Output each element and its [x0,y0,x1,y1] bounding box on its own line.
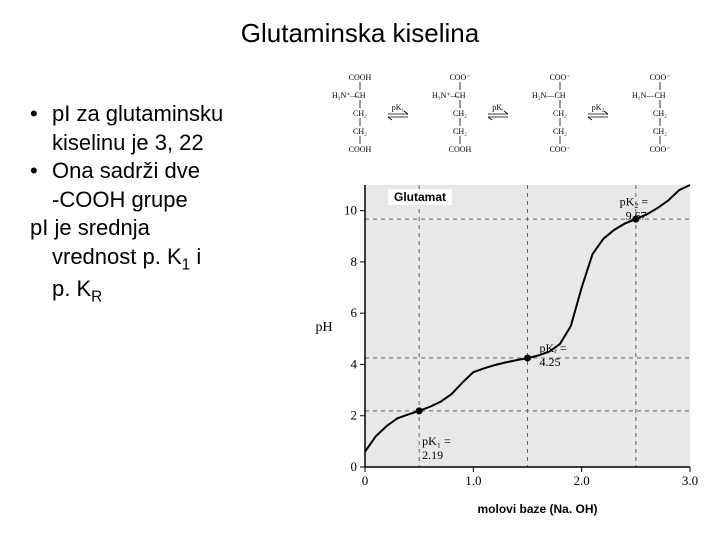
pk1-prefix: vrednost p. K [52,244,182,269]
svg-text:8: 8 [351,254,358,269]
svg-text:H₂N—: H₂N— [632,91,655,100]
svg-text:COO⁻: COO⁻ [649,145,670,154]
bullet-1: pI za glutaminsku kiselinu je 3, 22 [52,100,280,157]
svg-text:2.0: 2.0 [574,473,590,488]
chart-svg: 0 2 4 6 8 10 0 1.0 2.0 3.0 pH pK₁ =2.19 pKᵣ =4.25 pK₂… [310,175,705,495]
titration-chart: 0 2 4 6 8 10 0 1.0 2.0 3.0 pH pK₁ =2.19 pKᵣ =4.25 pK₂… [310,175,705,520]
pk1-sub: 1 [182,256,191,273]
bullet-2-line2: -COOH grupe [52,186,280,215]
svg-text:pK₁ =: pK₁ = [422,434,451,448]
svg-text:CH: CH [454,91,465,100]
svg-text:CH₂: CH₂ [553,127,567,136]
svg-text:pKᵣ =: pKᵣ = [540,341,567,355]
bullet-2: Ona sadrži dve [52,157,280,186]
bullet-spacer [30,275,52,307]
bullet-dot: • [30,157,52,186]
svg-text:10: 10 [344,203,357,218]
svg-text:CH₂: CH₂ [653,109,667,118]
chemical-structures: COOHH₃N⁺—CHCH₂CH₂COOHpK₁COO⁻H₃N⁺—CHCH₂CH… [310,70,705,170]
svg-text:0: 0 [351,459,358,474]
svg-text:pKᵣ: pKᵣ [492,103,504,112]
svg-text:CH₂: CH₂ [453,109,467,118]
svg-text:0: 0 [362,473,369,488]
svg-text:1.0: 1.0 [465,473,481,488]
svg-text:CH₂: CH₂ [353,109,367,118]
svg-text:CH₂: CH₂ [453,127,467,136]
svg-text:2: 2 [351,408,358,423]
svg-text:2.19: 2.19 [422,448,443,462]
svg-text:CH: CH [554,91,565,100]
bullet-spacer [30,186,52,215]
svg-text:pH: pH [315,320,332,335]
svg-text:4: 4 [351,356,358,371]
svg-text:6: 6 [351,305,358,320]
svg-text:CH₂: CH₂ [553,109,567,118]
svg-text:COOH: COOH [449,145,472,154]
page-title: Glutaminska kiselina [0,18,720,49]
chart-inset-title: Glutamat [388,189,452,205]
pkr-sub: R [91,289,102,306]
svg-text:COOH: COOH [349,145,372,154]
svg-text:COO⁻: COO⁻ [549,73,570,82]
svg-text:CH₂: CH₂ [653,127,667,136]
pk1-mid: i [190,244,201,269]
svg-text:COO⁻: COO⁻ [549,145,570,154]
svg-text:3.0: 3.0 [682,473,698,488]
svg-text:4.25: 4.25 [540,355,561,369]
svg-text:CH₂: CH₂ [353,127,367,136]
bullet-dot: • [30,100,52,157]
svg-text:COOH: COOH [349,73,372,82]
x-axis-label: molovi baze (Na. OH) [477,502,597,516]
svg-text:H₂N—: H₂N— [532,91,555,100]
svg-text:CH: CH [354,91,365,100]
bullet-3-line3: p. KR [52,275,280,307]
svg-text:pK₁: pK₁ [392,103,405,112]
svg-text:pK₂ =: pK₂ = [620,195,649,209]
bullet-3-line1: pI je srednja [30,214,280,243]
bullet-list: • pI za glutaminsku kiselinu je 3, 22 • … [30,100,280,308]
svg-text:9.67: 9.67 [626,209,647,223]
svg-text:COO⁻: COO⁻ [449,73,470,82]
svg-text:COO⁻: COO⁻ [649,73,670,82]
bullet-3-line2: vrednost p. K1 i [52,243,280,275]
bullet-spacer [30,243,52,275]
svg-text:CH: CH [654,91,665,100]
svg-text:pK₂: pK₂ [592,103,605,112]
pkr-prefix: p. K [52,276,91,301]
